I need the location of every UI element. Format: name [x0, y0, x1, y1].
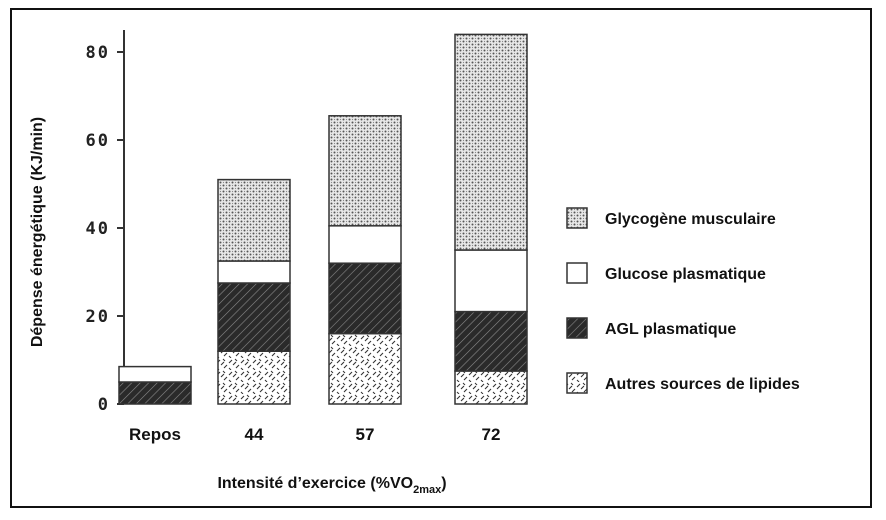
bar-segment-hatch [217, 282, 291, 352]
bar-segment-white [328, 225, 402, 264]
legend-label: Autres sources de lipides [605, 376, 800, 393]
y-tick-label: 40 [86, 219, 110, 239]
x-tick-label: 44 [245, 425, 264, 444]
legend: Glycogène musculaire Glucose plasmatique A… [566, 207, 800, 394]
bar-segment-white [118, 365, 192, 383]
bar-segment-white [217, 260, 291, 284]
bar-segment-white [454, 249, 528, 313]
legend-swatch-white [566, 262, 588, 284]
legend-label: Glucose plasmatique [605, 266, 766, 283]
x-tick-label: 57 [356, 425, 375, 444]
bar-segment-zigzag [328, 332, 402, 405]
x-tick-label: Repos [129, 425, 181, 444]
legend-swatch-dots [566, 207, 588, 229]
y-tick-label: 60 [86, 131, 110, 151]
x-axis-title-main: Intensité d’exercice (%VO [217, 475, 413, 492]
y-tick-label: 80 [86, 43, 110, 63]
y-axis: 0 20 40 60 80 [86, 30, 125, 415]
stacked-bar-chart: 0 20 40 60 80 Repos 44 57 72 Dépense énergétiqu… [29, 30, 800, 496]
x-tick-label: 72 [482, 425, 501, 444]
bar-segment-hatch [118, 381, 192, 405]
legend-swatch-hatch [566, 317, 588, 339]
bar-segment-zigzag [217, 350, 291, 405]
x-axis-title-end: ) [441, 475, 446, 492]
bar-segment-hatch [454, 310, 528, 372]
bar-segment-dots [328, 115, 402, 227]
x-axis-labels: Repos 44 57 72 [129, 425, 500, 444]
x-axis-title-sub: 2max [413, 484, 442, 496]
y-tick-label: 0 [98, 395, 110, 415]
bar-segment-dots [454, 33, 528, 251]
chart-frame: 0 20 40 60 80 Repos 44 57 72 Dépense énergétiqu… [10, 8, 872, 508]
legend-label: Glycogène musculaire [605, 211, 776, 228]
bar-segment-dots [217, 178, 291, 262]
bar-segment-zigzag [454, 370, 528, 405]
legend-swatch-zigzag [566, 372, 588, 394]
bar-segment-hatch [328, 262, 402, 335]
y-axis-title: Dépense énergétique (KJ/min) [29, 117, 46, 347]
bars-group [118, 33, 528, 405]
y-tick-label: 20 [86, 307, 110, 327]
legend-label: AGL plasmatique [605, 321, 736, 338]
x-axis-title: Intensité d’exercice (%VO2max) [217, 475, 446, 496]
